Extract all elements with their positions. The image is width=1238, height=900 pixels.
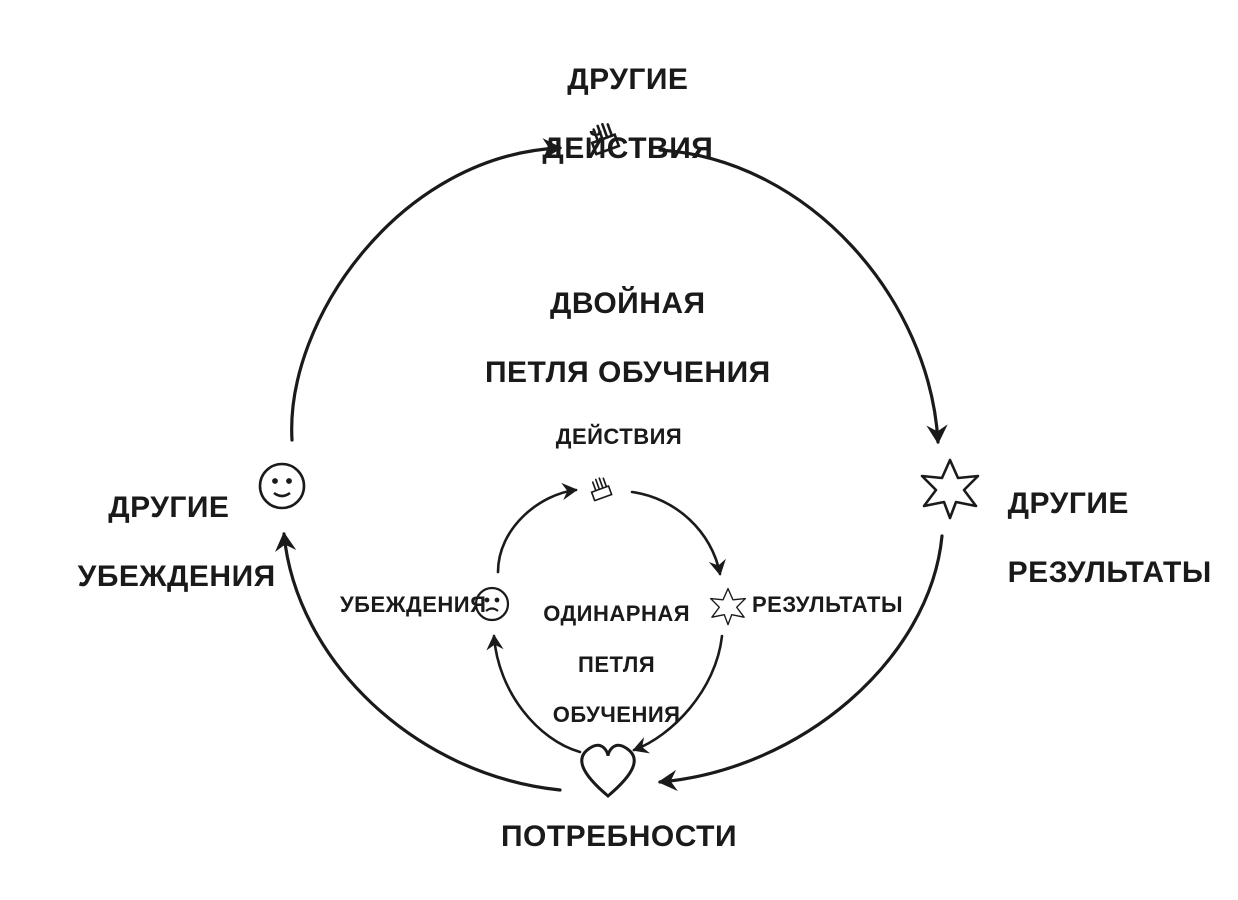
inner-right-label: РЕЗУЛЬТАТЫ — [752, 592, 903, 617]
heart-icon — [582, 745, 634, 796]
hand-icon — [588, 476, 612, 500]
inner-top-label: ДЕЙСТВИЯ — [0, 424, 1238, 449]
outer-left-label: ДРУГИЕ УБЕЖДЕНИЯ — [60, 456, 260, 594]
face-icon — [260, 464, 304, 508]
burst-icon — [922, 460, 978, 518]
burst-icon — [711, 589, 746, 625]
diagram-canvas: ДРУГИЕ ДЕЙСТВИЯ ДВОЙНАЯ ПЕТЛЯ ОБУЧЕНИЯ Д… — [0, 0, 1238, 900]
outer-right-label: ДРУГИЕ РЕЗУЛЬТАТЫ — [990, 452, 1212, 590]
inner-left-label: УБЕЖДЕНИЯ — [340, 592, 472, 617]
outer-bottom-label: ПОТРЕБНОСТИ — [0, 820, 1238, 855]
inner-title: ОДИНАРНАЯ ПЕТЛЯ ОБУЧЕНИЯ — [520, 576, 700, 728]
outer-title: ДВОЙНАЯ ПЕТЛЯ ОБУЧЕНИЯ — [0, 252, 1238, 390]
outer-top-label: ДРУГИЕ ДЕЙСТВИЯ — [0, 28, 1238, 166]
